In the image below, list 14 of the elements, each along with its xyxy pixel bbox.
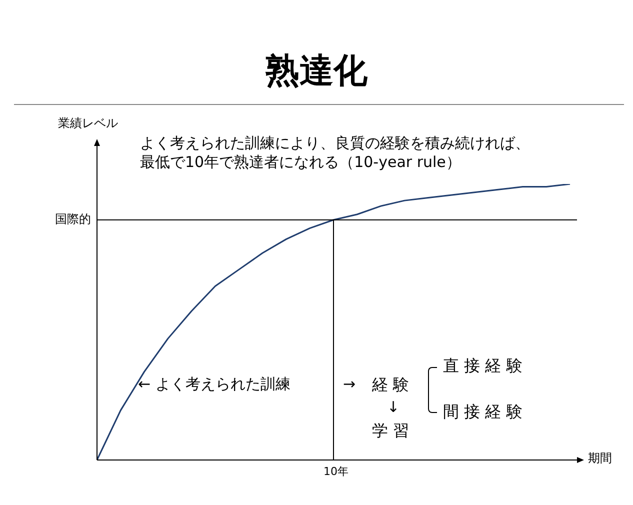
annotation: 間 接 経 験 (443, 402, 522, 422)
x-axis-title: 期間 (588, 451, 612, 466)
ref-line-label: 国際的 (55, 212, 91, 226)
text: 最低で10年で熟達者になれる（10-year rule） (140, 153, 461, 172)
annotation: 経 験 (372, 375, 410, 395)
annotation: → (343, 375, 356, 394)
text: 10年 (324, 465, 348, 479)
annotation: 学 習 (372, 421, 410, 441)
annotation: ↓ (387, 398, 400, 417)
annotation: 直 接 経 験 (443, 356, 522, 376)
annotation: ← よく考えられた訓練 (138, 375, 290, 394)
y-axis-title: 業績レベル (58, 116, 118, 131)
text: よく考えられた訓練により、良質の経験を積み続ければ、 (140, 134, 530, 153)
chart-title: 熟達化 (264, 50, 368, 92)
